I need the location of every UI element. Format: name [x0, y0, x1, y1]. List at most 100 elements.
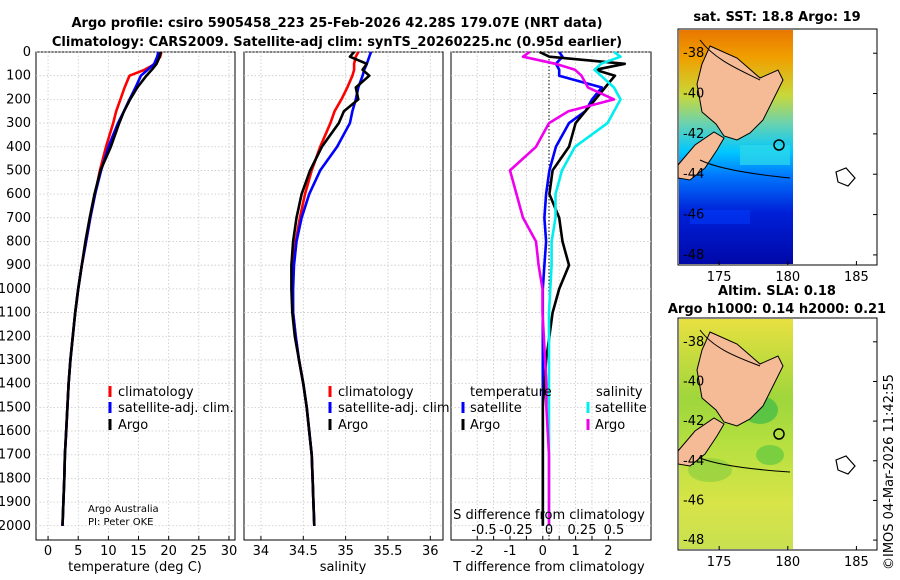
x-tick-label: 0 — [44, 544, 52, 559]
sst-map-yticks: -38 -40 -42 -44 -46 -48 — [683, 46, 877, 263]
series-line-t-argo — [538, 50, 627, 526]
map-y-tick-label: -38 — [683, 46, 704, 61]
map-x-tick-label: 180 — [775, 270, 800, 285]
legend-label-climatology: climatology — [118, 385, 194, 400]
difference-panel: -2 -1 0 1 2 T difference from climatology S … — [450, 50, 652, 575]
s-tick: 0 — [545, 523, 553, 538]
difference-legend: temperature salinity satellite Argo sate… — [461, 385, 647, 433]
x-tick-label: 36 — [422, 544, 439, 559]
depth-tick-label: 300 — [6, 116, 31, 131]
timestamp-stamp: ©IMOS 04-Mar-2026 11:42:55 — [882, 374, 897, 570]
depth-tick-label: 1900 — [0, 495, 31, 510]
x-tick-label: -1 — [504, 544, 517, 559]
map-x-tick-label: 175 — [707, 270, 732, 285]
sst-map-panel: sat. SST: 18.8 Argo: 19 175 180 185 -38 -40… — [677, 10, 878, 285]
map-y-tick-label: -44 — [683, 167, 704, 182]
depth-tick-label: 1700 — [0, 448, 31, 463]
legend-header-salinity: salinity — [596, 385, 643, 400]
depth-tick-label: 1800 — [0, 471, 31, 486]
difference-lines — [508, 50, 627, 526]
depth-tick-label: 1600 — [0, 424, 31, 439]
depth-tick-label: 0 — [23, 45, 31, 60]
sst-map-xticks: 175 180 185 — [707, 261, 869, 285]
map-y-tick-label: -38 — [683, 335, 704, 350]
header-line1: Argo profile: csiro 5905458_223 25-Feb-2… — [71, 16, 602, 31]
map-y-tick-label: -46 — [683, 208, 704, 223]
salinity-tick-labels: 34 34.5 35 35.5 36 — [253, 536, 439, 559]
sst-map-landmass — [677, 39, 856, 187]
depth-tick-label: 1300 — [0, 353, 31, 368]
series-line-argo — [61, 51, 163, 526]
map-x-tick-label: 180 — [775, 555, 800, 570]
temperature-lines — [61, 51, 163, 526]
depth-tick-label: 1100 — [0, 306, 31, 321]
series-line-s-satellite — [547, 50, 622, 526]
depth-tick-label: 1500 — [0, 400, 31, 415]
depth-tick-label: 1200 — [0, 329, 31, 344]
depth-tick-label: 2000 — [0, 519, 31, 534]
x-tick-label: -2 — [471, 544, 484, 559]
legend-label-t-satellite: satellite — [470, 401, 522, 416]
salinity-panel: 34 34.5 35 35.5 36 salinity climatology sate… — [243, 51, 454, 575]
x-tick-label: 34 — [253, 544, 270, 559]
s-tick: 0.5 — [604, 523, 625, 538]
x-tick-label: 10 — [100, 544, 117, 559]
x-tick-label: 34.5 — [289, 544, 318, 559]
legend-header-temperature: temperature — [470, 385, 552, 400]
s-tick: 0.25 — [568, 523, 597, 538]
depth-tick-labels: 0 100 200 300 400 500 600 700 800 900 1000 1100 1200… — [0, 45, 31, 534]
depth-tick-label: 900 — [6, 258, 31, 273]
map-y-tick-label: -46 — [683, 493, 704, 508]
depth-tick-label: 1000 — [0, 282, 31, 297]
salinity-xlabel: salinity — [320, 560, 367, 575]
salinity-legend: climatology satellite-adj. clim. Argo — [328, 385, 454, 433]
temperature-xlabel: temperature (deg C) — [68, 560, 202, 575]
map-y-tick-label: -48 — [683, 248, 704, 263]
legend-label-argo: Argo — [118, 418, 148, 433]
legend-label-climatology: climatology — [338, 385, 414, 400]
s-difference-ticks: -0.5 -0.25 0 0.25 0.5 — [471, 523, 624, 538]
x-tick-label: 30 — [221, 544, 238, 559]
argo-marker — [773, 139, 785, 151]
sla-map-xticks: 175 180 185 — [707, 546, 869, 570]
temperature-axes — [35, 51, 236, 541]
map-y-tick-label: -42 — [683, 414, 704, 429]
legend-label-satellite: satellite-adj. clim. — [118, 401, 234, 416]
map-x-tick-label: 185 — [844, 555, 869, 570]
map-y-tick-label: -42 — [683, 127, 704, 142]
s-tick: -0.5 — [471, 523, 496, 538]
x-tick-label: 1 — [571, 544, 579, 559]
legend-label-t-argo: Argo — [470, 418, 500, 433]
s-difference-label: S difference from climatology — [453, 508, 645, 523]
argo-marker — [773, 428, 785, 440]
temperature-legend: climatology satellite-adj. clim. Argo — [108, 385, 234, 433]
map-y-tick-label: -40 — [683, 87, 704, 102]
temperature-panel: 0100200300400500600700800900100011001200… — [0, 45, 237, 575]
map-y-tick-label: -44 — [683, 454, 704, 469]
legend-label-satellite: satellite-adj. clim. — [338, 401, 454, 416]
x-tick-label: 15 — [130, 544, 147, 559]
legend-label-s-satellite: satellite — [595, 401, 647, 416]
x-tick-label: 35 — [337, 544, 354, 559]
sla-map-title2: Argo h1000: 0.14 h2000: 0.21 — [668, 302, 886, 317]
map-y-tick-label: -48 — [683, 533, 704, 548]
x-tick-label: 2 — [604, 544, 612, 559]
x-tick-label: 20 — [160, 544, 177, 559]
depth-tick-label: 100 — [6, 69, 31, 84]
depth-tick-label: 700 — [6, 211, 31, 226]
x-tick-label: 5 — [74, 544, 82, 559]
x-tick-label: 0 — [539, 544, 547, 559]
temperature-grid — [36, 51, 235, 540]
x-tick-label: 25 — [191, 544, 208, 559]
series-line-s-argo — [508, 50, 616, 526]
s-tick: -0.25 — [499, 523, 533, 538]
depth-tick-label: 600 — [6, 187, 31, 202]
header-line2: Climatology: CARS2009. Satellite-adj cli… — [52, 35, 622, 50]
series-line-argo — [290, 51, 371, 526]
credit-line1: Argo Australia — [88, 504, 159, 515]
depth-tick-label: 1400 — [0, 377, 31, 392]
x-tick-label: 35.5 — [373, 544, 402, 559]
sst-map-title: sat. SST: 18.8 Argo: 19 — [693, 10, 860, 25]
sla-map-landmass — [677, 329, 856, 475]
